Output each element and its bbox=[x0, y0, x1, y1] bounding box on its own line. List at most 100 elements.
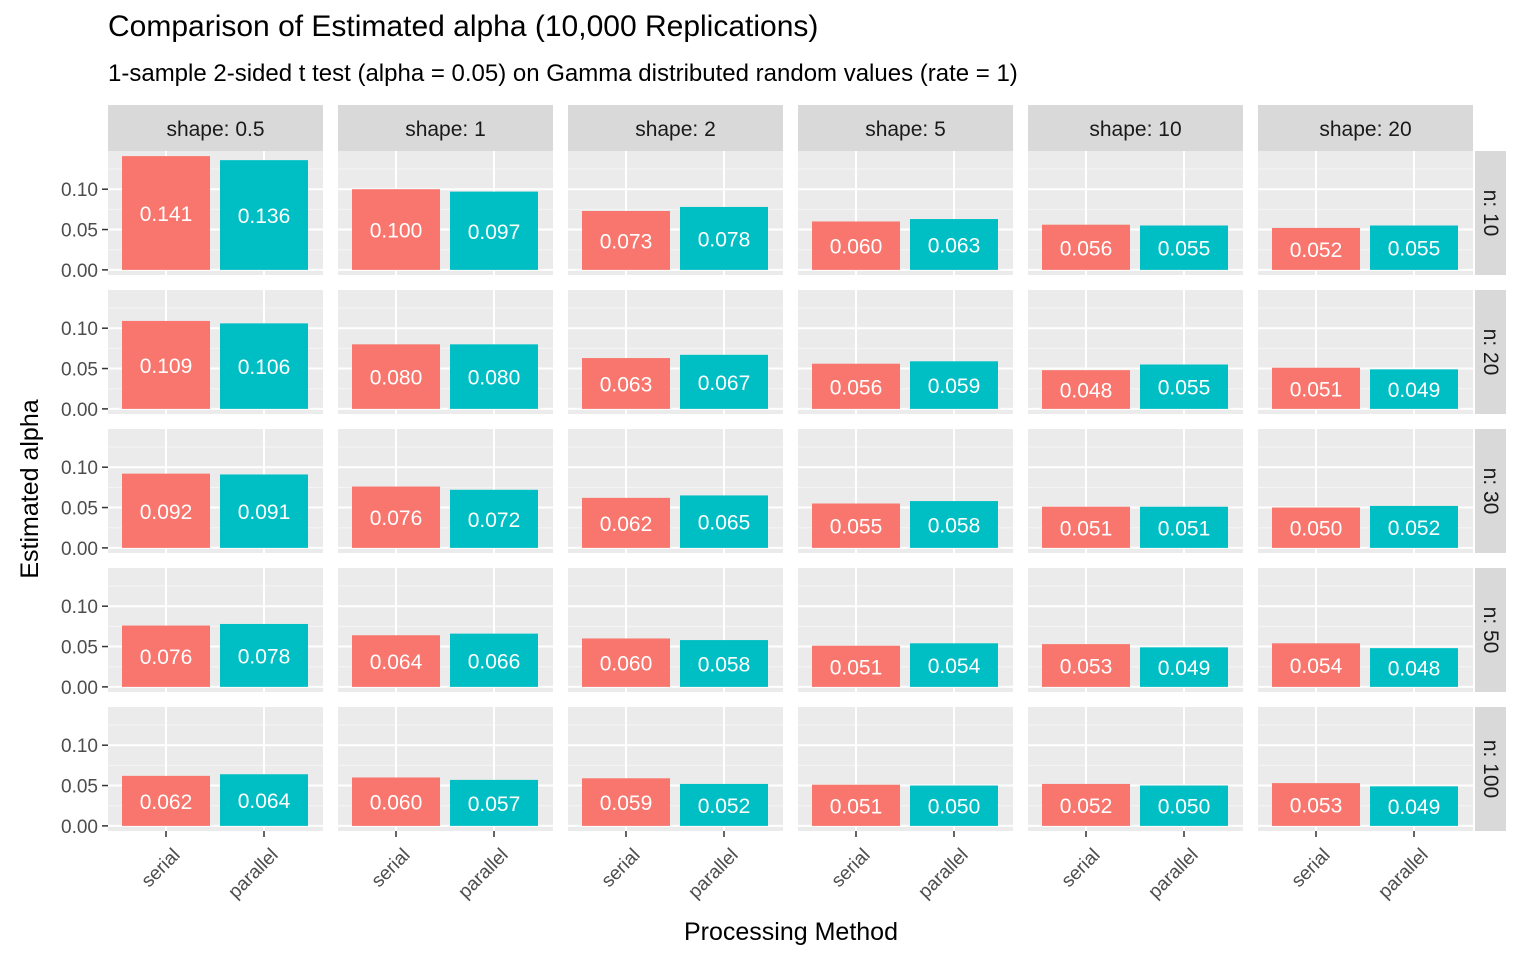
facet-strip-col bbox=[338, 105, 553, 151]
facet-strip-col bbox=[798, 105, 1013, 151]
y-tick-label: 0.10 bbox=[61, 180, 98, 201]
bar-value-label: 0.056 bbox=[830, 376, 883, 399]
bar-serial bbox=[1042, 644, 1130, 687]
facet-label-row: n: 10 bbox=[1479, 190, 1502, 237]
bar-serial bbox=[812, 503, 900, 548]
facet-label-col: shape: 10 bbox=[1089, 118, 1181, 141]
facet-strip-row bbox=[1475, 568, 1506, 692]
y-tick-label: 0.00 bbox=[61, 539, 98, 560]
y-tick-label: 0.10 bbox=[61, 736, 98, 757]
bar-value-label: 0.050 bbox=[1290, 518, 1343, 541]
facet-label-row: n: 20 bbox=[1479, 329, 1502, 376]
bar-value-label: 0.060 bbox=[830, 236, 883, 259]
bar-value-label: 0.051 bbox=[830, 656, 883, 679]
bar-serial bbox=[352, 777, 440, 826]
bar-value-label: 0.051 bbox=[1290, 378, 1343, 401]
x-tick-label: parallel bbox=[224, 845, 282, 903]
bar-parallel bbox=[680, 495, 768, 548]
bar-value-label: 0.076 bbox=[370, 507, 423, 530]
bar-value-label: 0.063 bbox=[928, 234, 981, 257]
bar-value-label: 0.100 bbox=[370, 220, 423, 243]
bar-value-label: 0.050 bbox=[928, 796, 981, 819]
facet-label-col: shape: 2 bbox=[635, 118, 716, 141]
bar-value-label: 0.052 bbox=[698, 795, 751, 818]
x-tick-label: serial bbox=[138, 845, 185, 892]
bar-value-label: 0.056 bbox=[1060, 237, 1113, 260]
bar-serial bbox=[122, 775, 210, 826]
bar-parallel bbox=[1370, 786, 1458, 826]
bar-serial bbox=[1272, 507, 1360, 548]
y-tick-label: 0.05 bbox=[61, 360, 98, 381]
bar-parallel bbox=[680, 640, 768, 687]
bar-value-label: 0.063 bbox=[600, 373, 653, 396]
bar-value-label: 0.058 bbox=[928, 514, 981, 537]
bar-value-label: 0.052 bbox=[1290, 239, 1343, 262]
x-tick-label: parallel bbox=[914, 845, 972, 903]
bar-parallel bbox=[1370, 225, 1458, 270]
x-tick-label: parallel bbox=[454, 845, 512, 903]
bar-parallel bbox=[450, 191, 538, 270]
bar-value-label: 0.080 bbox=[468, 367, 521, 390]
bar-value-label: 0.059 bbox=[600, 792, 653, 815]
bar-value-label: 0.080 bbox=[370, 367, 423, 390]
bar-value-label: 0.064 bbox=[370, 651, 423, 674]
y-tick-label: 0.00 bbox=[61, 400, 98, 421]
x-tick-label: parallel bbox=[1144, 845, 1202, 903]
bar-value-label: 0.091 bbox=[238, 501, 291, 524]
chart-title: Comparison of Estimated alpha (10,000 Re… bbox=[108, 10, 819, 43]
bar-value-label: 0.109 bbox=[140, 355, 193, 378]
x-tick-label: parallel bbox=[1374, 845, 1432, 903]
bar-parallel bbox=[1140, 647, 1228, 687]
facet-label-col: shape: 20 bbox=[1319, 118, 1411, 141]
bar-value-label: 0.076 bbox=[140, 646, 193, 669]
bar-value-label: 0.066 bbox=[468, 650, 521, 673]
facet-strip-col bbox=[1028, 105, 1243, 151]
bar-serial bbox=[122, 625, 210, 687]
bar-parallel bbox=[220, 160, 308, 270]
facet-label-row: n: 100 bbox=[1479, 740, 1502, 798]
facet-strip-col bbox=[1258, 105, 1473, 151]
bar-value-label: 0.136 bbox=[238, 205, 291, 228]
bar-serial bbox=[1042, 783, 1130, 826]
y-tick-label: 0.10 bbox=[61, 597, 98, 618]
facet-label-col: shape: 5 bbox=[865, 118, 946, 141]
bar-parallel bbox=[910, 501, 998, 548]
bar-value-label: 0.058 bbox=[698, 653, 751, 676]
bar-value-label: 0.055 bbox=[1158, 238, 1211, 261]
bar-parallel bbox=[220, 623, 308, 687]
facet-label-row: n: 30 bbox=[1479, 468, 1502, 515]
bar-serial bbox=[352, 486, 440, 548]
facet-strip-row bbox=[1475, 290, 1506, 414]
bar-serial bbox=[582, 778, 670, 826]
bar-serial bbox=[1272, 783, 1360, 826]
y-tick-label: 0.10 bbox=[61, 319, 98, 340]
bar-serial bbox=[812, 645, 900, 687]
bar-value-label: 0.049 bbox=[1158, 657, 1211, 680]
bar-value-label: 0.060 bbox=[370, 792, 423, 815]
bar-value-label: 0.048 bbox=[1388, 658, 1441, 681]
bar-parallel bbox=[220, 774, 308, 826]
facet-label-row: n: 50 bbox=[1479, 607, 1502, 654]
y-tick-label: 0.10 bbox=[61, 458, 98, 479]
bar-value-label: 0.092 bbox=[140, 501, 193, 524]
x-axis-title: Processing Method bbox=[684, 918, 898, 946]
bar-parallel bbox=[220, 323, 308, 409]
y-tick-label: 0.05 bbox=[61, 499, 98, 520]
bar-serial bbox=[1042, 506, 1130, 548]
bar-value-label: 0.050 bbox=[1158, 796, 1211, 819]
bar-serial bbox=[812, 784, 900, 826]
bar-parallel bbox=[1140, 506, 1228, 548]
bar-value-label: 0.051 bbox=[830, 795, 883, 818]
bar-value-label: 0.051 bbox=[1060, 517, 1113, 540]
x-tick-label: serial bbox=[828, 845, 875, 892]
bar-value-label: 0.059 bbox=[928, 375, 981, 398]
bar-parallel bbox=[910, 219, 998, 270]
bar-serial bbox=[1042, 224, 1130, 270]
bar-value-label: 0.141 bbox=[140, 203, 193, 226]
y-tick-label: 0.00 bbox=[61, 261, 98, 282]
bar-value-label: 0.106 bbox=[238, 356, 291, 379]
bar-value-label: 0.054 bbox=[1290, 655, 1343, 678]
bar-serial bbox=[352, 344, 440, 409]
bar-parallel bbox=[680, 783, 768, 826]
bar-serial bbox=[352, 635, 440, 687]
